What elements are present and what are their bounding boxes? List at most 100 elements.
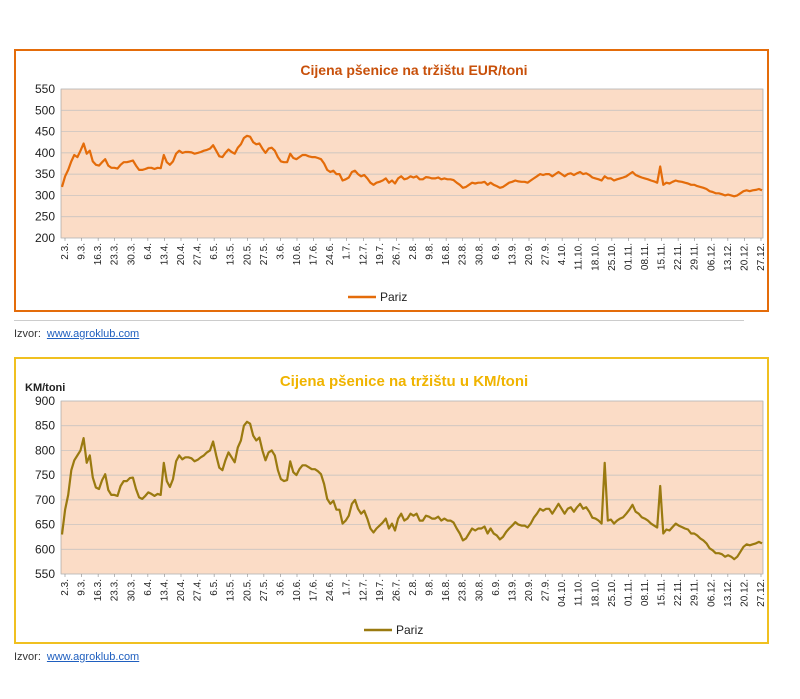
x-tick-label: 20.5.	[242, 243, 253, 265]
x-tick-label: 23.3.	[110, 243, 121, 265]
x-tick-label: 24.6.	[325, 579, 336, 601]
x-tick-label: 1.7.	[342, 579, 353, 596]
x-tick-label: 23.8.	[458, 243, 469, 265]
x-tick-label: 27.12.	[756, 579, 767, 607]
x-tick-label: 17.6.	[309, 579, 320, 601]
x-tick-label: 30.3.	[126, 579, 137, 601]
x-tick-label: 20.12.	[739, 579, 750, 607]
x-tick-label: 25.10.	[607, 579, 618, 607]
x-tick-label: 13.5.	[226, 579, 237, 601]
x-tick-label: 16.3.	[93, 579, 104, 601]
x-tick-label: 11.10.	[574, 243, 585, 270]
x-tick-label: 04.10.	[557, 579, 568, 607]
x-tick-label: 23.3.	[110, 579, 121, 601]
x-tick-label: 27.5.	[259, 243, 270, 265]
x-tick-label: 27.9.	[541, 243, 552, 265]
source-link[interactable]: www.agroklub.com	[47, 328, 139, 340]
source-line-1: Izvor: www.agroklub.com	[14, 328, 139, 340]
x-tick-label: 6.9.	[491, 579, 502, 596]
x-tick-label: 30.3.	[126, 243, 137, 265]
legend-label: Pariz	[380, 290, 407, 304]
x-tick-label: 9.3.	[77, 579, 88, 596]
x-tick-label: 27.9.	[541, 579, 552, 601]
x-tick-label: 27.4.	[193, 243, 204, 265]
x-tick-label: 13.4.	[159, 579, 170, 601]
x-tick-label: 26.7.	[391, 243, 402, 265]
y-tick-label: 450	[35, 125, 55, 139]
x-tick-label: 6.5.	[209, 243, 220, 260]
x-tick-label: 23.8.	[458, 579, 469, 601]
y-tick-label: 650	[35, 518, 55, 532]
x-tick-label: 2.8.	[408, 579, 419, 596]
x-tick-label: 13.9.	[507, 243, 518, 265]
x-tick-label: 20.5.	[242, 579, 253, 601]
x-tick-label: 9.8.	[425, 579, 436, 596]
x-tick-label: 16.8.	[441, 243, 452, 265]
chart-title: Cijena pšenice na tržištu EUR/toni	[300, 62, 527, 78]
x-tick-label: 2.8.	[408, 243, 419, 260]
x-tick-label: 4.10.	[557, 243, 568, 265]
y-tick-label: 850	[35, 419, 55, 433]
x-tick-label: 6.4.	[143, 579, 154, 596]
y-tick-label: 200	[35, 231, 55, 245]
y-tick-label: 300	[35, 188, 55, 202]
x-tick-label: 27.12.	[756, 243, 767, 271]
x-tick-label: 12.7.	[358, 579, 369, 601]
x-tick-label: 13.4.	[159, 243, 170, 265]
y-tick-label: 350	[35, 167, 55, 181]
x-tick-label: 08.11.	[640, 579, 651, 606]
chart-title: Cijena pšenice na tržištu u KM/toni	[280, 373, 528, 390]
x-tick-label: 9.3.	[77, 243, 88, 260]
x-tick-label: 08.11.	[640, 243, 651, 270]
x-tick-label: 20.4.	[176, 579, 187, 601]
x-tick-label: 27.5.	[259, 579, 270, 601]
x-tick-label: 16.3.	[93, 243, 104, 265]
x-tick-label: 15.11.	[657, 243, 668, 270]
x-tick-label: 18.10.	[590, 579, 601, 607]
plot-area	[61, 401, 763, 574]
chart-eur: Cijena pšenice na tržištu EUR/toni 200 250…	[16, 51, 767, 310]
x-tick-label: 12.7.	[358, 243, 369, 265]
source-link[interactable]: www.agroklub.com	[47, 651, 139, 663]
x-tick-label: 22.11.	[673, 579, 684, 606]
chart-eur-container: Cijena pšenice na tržištu EUR/toni 200 250…	[14, 49, 769, 312]
x-tick-label: 19.7.	[375, 579, 386, 601]
source-line-2: Izvor: www.agroklub.com	[14, 651, 139, 663]
source-label: Izvor:	[14, 651, 41, 663]
x-tick-label: 06.12.	[706, 579, 717, 607]
x-tick-label: 20.4.	[176, 243, 187, 265]
x-tick-label: 2.3.	[60, 243, 71, 260]
y-tick-label: 500	[35, 103, 55, 117]
x-tick-label: 20.9.	[524, 579, 535, 601]
x-tick-label: 18.10.	[590, 243, 601, 271]
x-tick-label: 6.9.	[491, 243, 502, 260]
x-tick-label: 15.11.	[657, 579, 668, 606]
y-tick-label: 800	[35, 443, 55, 457]
x-tick-label: 6.5.	[209, 579, 220, 596]
x-tick-label: 24.6.	[325, 243, 336, 265]
x-tick-label: 30.8.	[474, 579, 485, 601]
x-tick-label: 16.8.	[441, 579, 452, 601]
x-tick-label: 26.7.	[391, 579, 402, 601]
x-tick-label: 13.9.	[507, 579, 518, 601]
x-tick-label: 11.10.	[574, 579, 585, 606]
legend-label: Pariz	[396, 623, 423, 637]
y-tick-label: 900	[35, 394, 55, 408]
x-tick-label: 10.6.	[292, 579, 303, 601]
x-tick-label: 13.12.	[723, 243, 734, 271]
x-tick-label: 1.7.	[342, 243, 353, 260]
y-tick-label: 550	[35, 82, 55, 96]
x-tick-label: 6.4.	[143, 243, 154, 260]
divider	[14, 320, 744, 321]
x-tick-label: 30.8.	[474, 243, 485, 265]
x-tick-label: 27.4.	[193, 579, 204, 601]
x-tick-label: 29.11.	[690, 243, 701, 270]
x-tick-label: 3.6.	[275, 579, 286, 596]
source-label: Izvor:	[14, 328, 41, 340]
y-tick-label: 250	[35, 210, 55, 224]
plot-area	[61, 89, 763, 238]
y-tick-label: 400	[35, 146, 55, 160]
y-tick-label: 550	[35, 567, 55, 581]
x-tick-label: 20.9.	[524, 243, 535, 265]
x-tick-label: 9.8.	[425, 243, 436, 260]
